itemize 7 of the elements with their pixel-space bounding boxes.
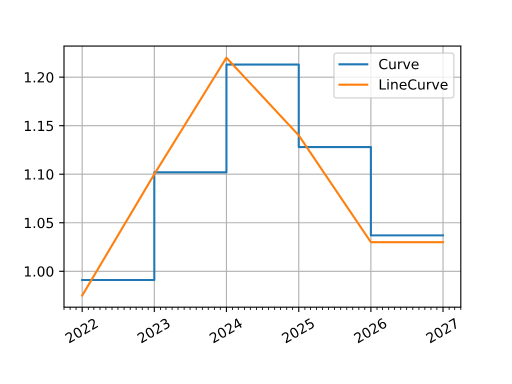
y-tick-label: 1.10 <box>24 169 54 180</box>
legend-label: LineCurve <box>380 78 448 90</box>
y-tick-label: 1.15 <box>24 120 54 132</box>
y-tick-label: 1.20 <box>24 72 54 83</box>
y-tick-label: 1.00 <box>24 266 54 277</box>
y-tick-label: 1.05 <box>24 218 54 228</box>
legend-label: Curve <box>379 58 419 70</box>
